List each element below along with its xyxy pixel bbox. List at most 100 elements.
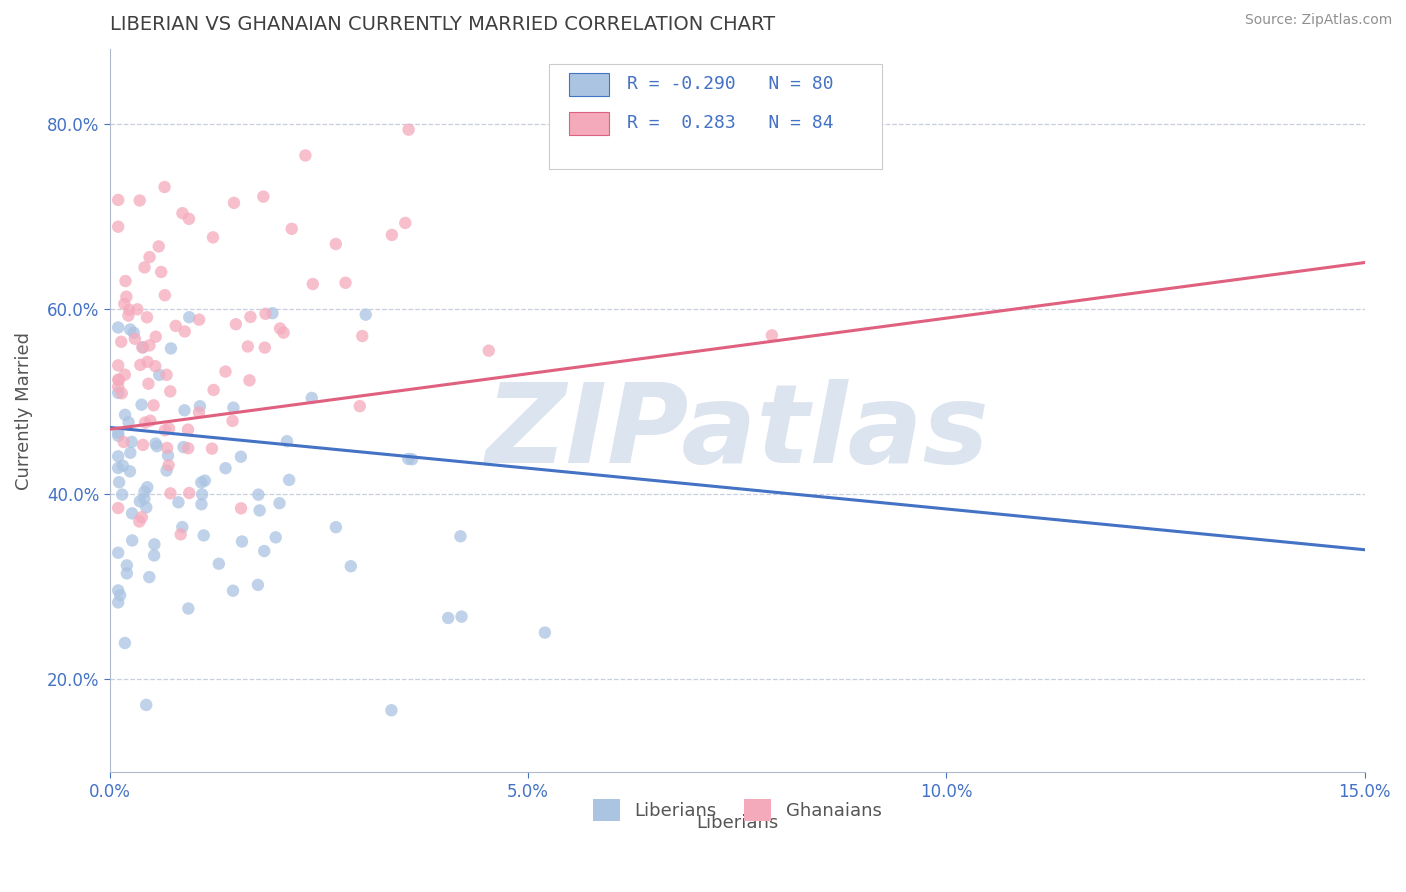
Point — [107, 380, 129, 394]
Point — [107, 501, 129, 516]
Point — [153, 288, 176, 302]
Point — [208, 557, 231, 571]
Point — [112, 297, 135, 311]
Point — [398, 122, 420, 136]
X-axis label: Liberians: Liberians — [696, 814, 779, 832]
Point — [134, 416, 156, 430]
Point — [150, 265, 173, 279]
Point — [202, 383, 225, 397]
Point — [107, 193, 129, 207]
Point — [122, 326, 145, 340]
Point — [188, 312, 211, 326]
Point — [115, 566, 138, 581]
Point — [159, 384, 181, 399]
Point — [124, 332, 146, 346]
Point — [172, 206, 194, 220]
Point — [135, 698, 157, 712]
Point — [142, 398, 165, 412]
Point — [107, 546, 129, 560]
Point — [214, 461, 236, 475]
Point — [118, 464, 141, 478]
Point — [157, 458, 180, 473]
Point — [254, 307, 277, 321]
Point — [138, 570, 160, 584]
Point — [177, 601, 200, 615]
Point — [145, 329, 167, 343]
Point — [201, 230, 224, 244]
Point — [148, 239, 170, 253]
Point — [155, 463, 177, 477]
Point — [115, 290, 138, 304]
Point — [478, 343, 501, 358]
Point — [352, 329, 374, 343]
Point — [136, 355, 159, 369]
Point — [110, 334, 132, 349]
Point — [157, 449, 180, 463]
Point — [194, 474, 217, 488]
Point — [132, 438, 155, 452]
Point — [153, 423, 176, 437]
Point — [129, 358, 152, 372]
Point — [131, 510, 153, 524]
FancyBboxPatch shape — [569, 112, 609, 135]
Point — [111, 386, 134, 401]
Point — [177, 211, 200, 226]
Point — [118, 302, 141, 317]
Point — [177, 423, 200, 437]
Point — [128, 194, 150, 208]
Point — [188, 399, 211, 413]
Point — [136, 480, 159, 494]
Point — [114, 274, 136, 288]
Point — [380, 703, 402, 717]
Point — [193, 528, 215, 542]
Point — [107, 219, 129, 234]
Point — [394, 216, 416, 230]
Point — [172, 520, 194, 534]
Point — [131, 340, 153, 354]
Point — [111, 458, 134, 473]
Point — [120, 446, 142, 460]
Point — [134, 260, 156, 275]
Point — [117, 309, 139, 323]
Point — [107, 595, 129, 609]
Point — [179, 310, 201, 325]
Point — [222, 401, 245, 415]
Point — [247, 488, 270, 502]
Point — [437, 611, 460, 625]
Point — [107, 429, 129, 443]
Point — [401, 452, 423, 467]
Point — [108, 475, 131, 490]
Point — [278, 473, 301, 487]
Point — [107, 385, 129, 400]
Point — [167, 495, 190, 509]
Point — [534, 625, 557, 640]
Point — [121, 533, 143, 548]
Point — [114, 368, 136, 382]
FancyBboxPatch shape — [569, 72, 609, 95]
Point — [177, 441, 200, 455]
Point — [173, 325, 195, 339]
Y-axis label: Currently Married: Currently Married — [15, 332, 32, 490]
Point — [107, 320, 129, 334]
Point — [450, 609, 472, 624]
Point — [253, 544, 276, 558]
Point — [269, 496, 291, 510]
Point — [139, 414, 162, 428]
Point — [325, 237, 347, 252]
Point — [325, 520, 347, 534]
Point — [131, 398, 153, 412]
Point — [107, 583, 129, 598]
Point — [112, 435, 135, 450]
Point — [114, 636, 136, 650]
Text: Source: ZipAtlas.com: Source: ZipAtlas.com — [1244, 13, 1392, 28]
Point — [145, 436, 167, 450]
Point — [132, 340, 155, 354]
Point — [381, 227, 404, 242]
Point — [269, 321, 291, 335]
Text: ZIPatlas: ZIPatlas — [485, 379, 990, 486]
Point — [143, 537, 166, 551]
Point — [246, 578, 269, 592]
Point — [138, 376, 160, 391]
Point — [165, 318, 187, 333]
Point — [239, 310, 262, 324]
